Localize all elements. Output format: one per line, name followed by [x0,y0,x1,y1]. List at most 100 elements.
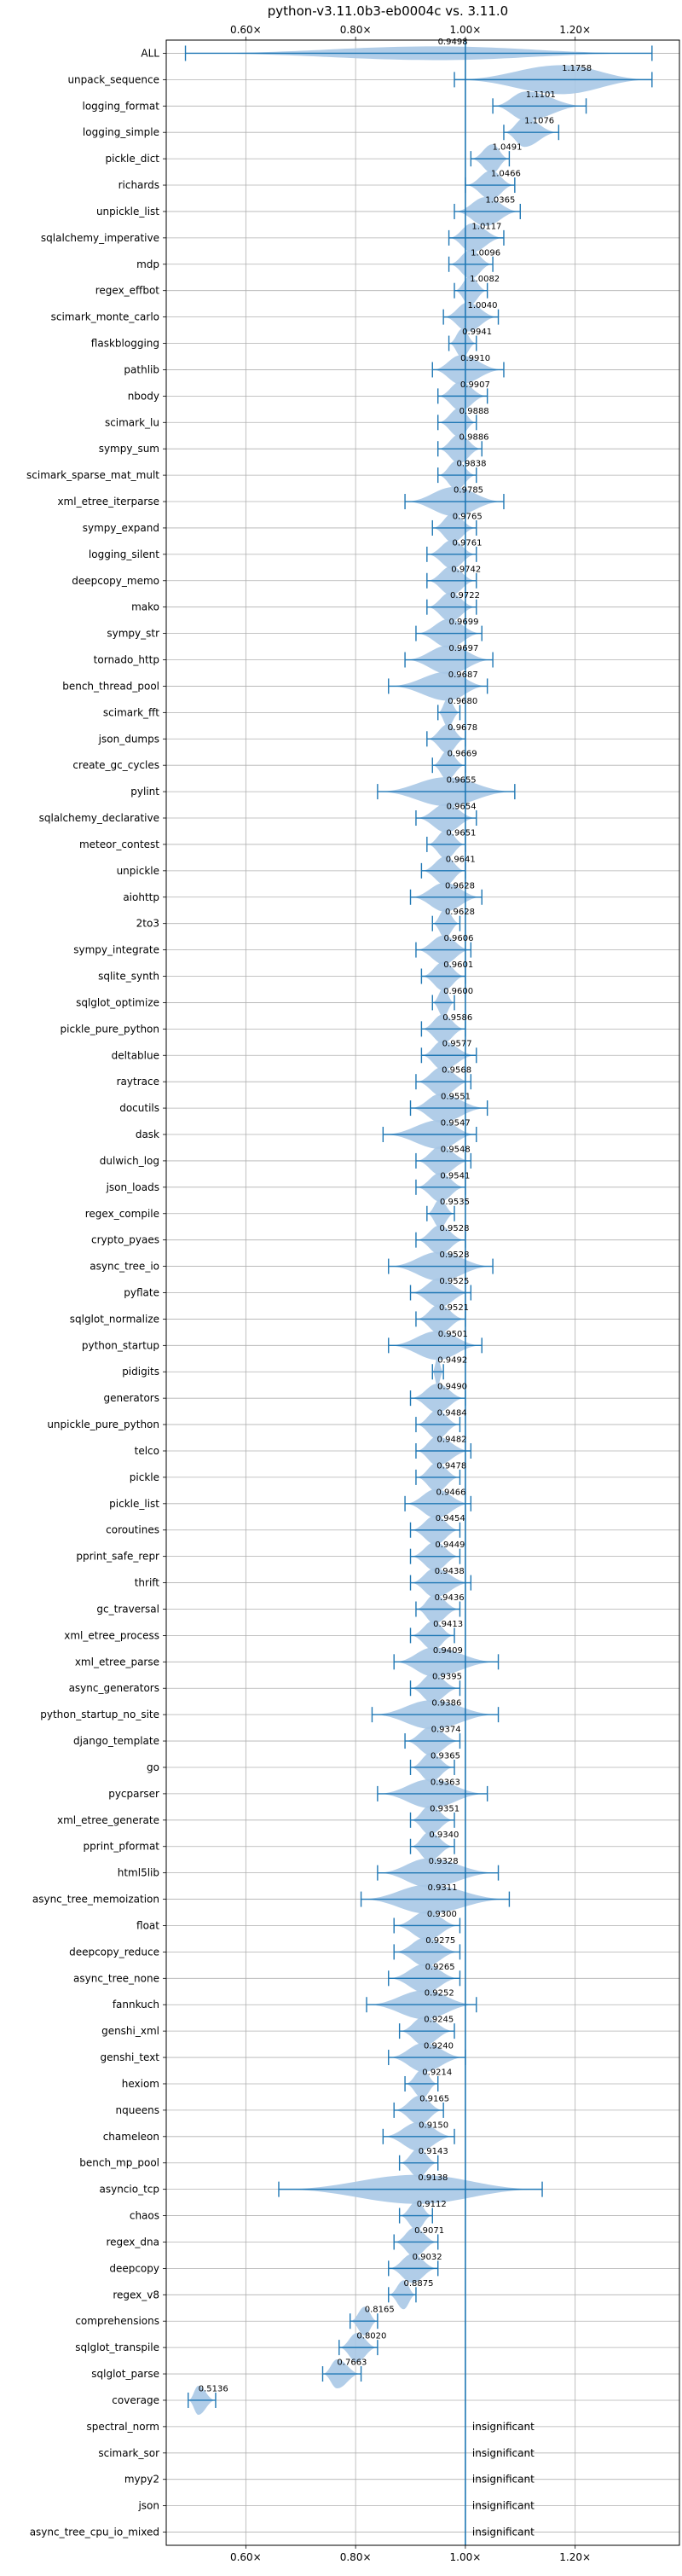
benchmark-label: regex_effbot [95,285,160,297]
benchmark-label: bench_mp_pool [79,2157,159,2169]
benchmark-label: telco [135,1445,159,1457]
error-bars [184,45,653,2408]
value-label: 0.9300 [427,1910,457,1919]
benchmark-label: pickle_pure_python [61,1023,159,1035]
benchmark-label: json_loads [106,1181,159,1193]
value-label: 0.9032 [413,2253,442,2262]
benchmark-label: sympy_sum [99,443,159,455]
value-label: 0.9328 [429,1857,459,1866]
value-label: 0.9478 [436,1461,466,1471]
value-label: 0.9761 [453,538,483,548]
value-label: 0.9150 [419,2121,448,2130]
benchmark-label: unpickle [117,865,159,877]
value-label: 0.9655 [447,776,477,786]
value-label: 0.9165 [419,2094,449,2103]
benchmark-label: dask [136,1128,159,1140]
value-label: 1.0117 [471,222,501,231]
benchmark-label: 2to3 [136,918,159,930]
value-label: 0.9521 [439,1303,469,1313]
value-label: 1.0365 [485,195,515,205]
benchmark-label: spectral_norm [86,2421,159,2433]
benchmark-label: regex_dna [106,2236,159,2248]
benchmark-label: pickle_dict [106,153,160,165]
benchmark-label: generators [103,1392,159,1404]
value-label: 0.9541 [440,1171,470,1181]
value-label: 0.9143 [419,2147,448,2156]
x-tick-label-top: 1.00× [450,24,482,36]
value-label: 0.9941 [462,328,492,337]
value-label: 0.9138 [418,2173,448,2183]
benchmark-label: sympy_str [107,628,159,640]
value-label: 0.9374 [431,1726,461,1735]
value-label: 0.9498 [438,38,468,47]
value-label: 1.0491 [493,143,523,153]
value-label: 0.9340 [429,1830,459,1840]
plot-frame [165,39,680,2546]
benchmark-label: pprint_safe_repr [76,1551,159,1563]
benchmark-label: logging_format [82,100,159,112]
benchmark-label: regex_compile [85,1208,159,1220]
benchmark-label: pylint [130,786,159,798]
value-label: 0.9525 [439,1277,469,1286]
insignificant-label: insignificant [472,2474,535,2486]
benchmark-label: meteor_contest [79,838,159,850]
benchmark-label: mako [131,601,159,613]
value-label: 0.9245 [424,2016,454,2025]
value-label: 0.9240 [424,2042,454,2051]
value-label: 0.9466 [436,1488,466,1497]
value-label: 0.9551 [441,1093,471,1102]
x-tick-label-bottom: 0.80× [340,2551,372,2563]
benchmark-label: asyncio_tcp [99,2184,159,2196]
benchmark-label: fannkuch [113,1999,159,2010]
value-label: 0.9742 [451,565,481,574]
value-label: 0.9765 [453,512,483,521]
benchmark-label: sqlalchemy_declarative [39,812,159,824]
value-label: 1.1076 [524,117,554,126]
benchmark-label: deltablue [112,1049,159,1061]
value-label: 0.9838 [456,460,486,469]
insignificant-label: insignificant [472,2447,535,2459]
value-label: 0.9886 [459,433,489,443]
benchmark-labels: ALL unpack_sequence logging_format logging_… [26,47,159,2538]
value-label: 0.8020 [356,2332,386,2341]
value-label: 0.9641 [446,855,476,864]
benchmark-label: async_generators [69,1682,159,1694]
value-label: 0.9601 [443,960,473,970]
benchmark-label: pyflate [124,1287,159,1299]
benchmark-label: sympy_expand [83,522,159,534]
benchmark-label: hexiom [122,2078,159,2090]
value-label: 0.9112 [417,2200,447,2209]
benchmark-label: sqlite_synth [98,971,159,983]
value-label: 0.9386 [431,1699,461,1709]
benchmark-label: nqueens [116,2104,159,2116]
benchmark-label: gc_traversal [96,1603,159,1615]
benchmark-label: scimark_fft [103,706,159,718]
benchmark-label: tornado_http [94,654,159,666]
benchmark-label: deepcopy [109,2262,159,2274]
x-tick-label-top: 0.80× [340,24,372,36]
benchmark-label: pycparser [108,1788,159,1800]
value-label: 0.9687 [448,670,478,680]
value-label: 1.1101 [526,90,556,100]
value-label: 0.9214 [422,2068,452,2077]
benchmark-label: async_tree_cpu_io_mixed [30,2527,159,2538]
value-label: 0.9484 [437,1409,467,1419]
value-label: 0.9606 [444,934,474,943]
value-label: 0.9907 [460,380,490,390]
value-label: 0.8165 [365,2306,395,2315]
benchmark-label: json [137,2500,159,2512]
violins [185,46,652,2415]
benchmark-label: chameleon [103,2131,159,2143]
benchmark-label: richards [118,179,159,191]
value-label: 0.9568 [442,1066,471,1076]
chart-title: python-v3.11.0b3-eb0004c vs. 3.11.0 [268,3,508,19]
benchmark-label: sqlglot_optimize [76,996,159,1008]
value-label: 1.0040 [467,301,497,310]
value-label: 0.9699 [449,618,479,627]
value-label: 0.9449 [435,1540,465,1550]
value-label: 0.9628 [445,908,475,917]
x-tick-label-top: 0.60× [230,24,262,36]
benchmark-label: pprint_pformat [84,1841,160,1853]
value-label: 0.9436 [435,1593,465,1603]
